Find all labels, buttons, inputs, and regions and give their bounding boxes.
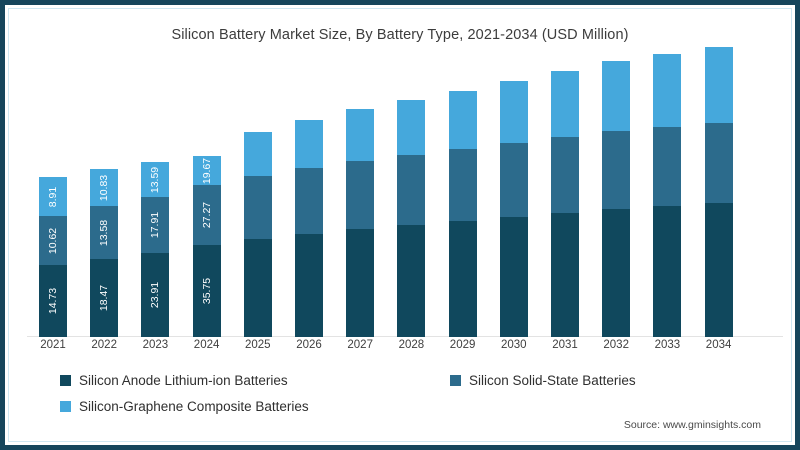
x-axis-tick-2024: 2024 bbox=[193, 339, 220, 351]
chart-legend: Silicon Anode Lithium-ion Batteries Silic… bbox=[60, 373, 760, 425]
bar-segment[interactable] bbox=[243, 132, 272, 176]
bar-segment[interactable]: 13.59 bbox=[141, 162, 170, 197]
plot-area: 8.91 10.62 14.73 10.83 13.58 18.47 13.59 17.91 2… bbox=[27, 47, 783, 337]
bar-segment[interactable] bbox=[653, 127, 682, 206]
bar-group[interactable]: 19.67 27.27 35.75 bbox=[192, 156, 221, 337]
x-axis-tick-2034: 2034 bbox=[705, 339, 732, 351]
bar-segment[interactable] bbox=[653, 206, 682, 337]
x-axis-tick-2033: 2033 bbox=[654, 339, 681, 351]
x-axis-tick-2027: 2027 bbox=[347, 339, 373, 351]
x-axis-tick-2021: 2021 bbox=[40, 339, 66, 351]
bar-segment[interactable] bbox=[243, 239, 272, 337]
bar-segment[interactable]: 14.73 bbox=[39, 265, 67, 337]
bar-segment[interactable] bbox=[397, 225, 426, 337]
bar-value-label: 18.47 bbox=[97, 284, 110, 312]
bar-value-label: 23.91 bbox=[149, 281, 162, 309]
legend-item-2[interactable]: Silicon-Graphene Composite Batteries bbox=[60, 399, 309, 414]
bar-segment[interactable] bbox=[295, 168, 323, 234]
bar-value-label: 14.73 bbox=[46, 287, 59, 315]
bar-segment[interactable] bbox=[602, 209, 631, 337]
bar-group[interactable] bbox=[448, 91, 477, 337]
bar-segment[interactable]: 23.91 bbox=[141, 253, 170, 337]
bar-value-label: 10.83 bbox=[97, 174, 110, 201]
legend-row-top: Silicon Anode Lithium-ion Batteries Silic… bbox=[60, 373, 760, 399]
bar-segment[interactable] bbox=[397, 155, 426, 225]
bar-segment[interactable]: 35.75 bbox=[192, 245, 221, 337]
bar-group[interactable] bbox=[397, 100, 426, 337]
bar-value-label: 19.67 bbox=[200, 157, 213, 184]
legend-swatch-icon bbox=[60, 375, 71, 386]
bar-group[interactable] bbox=[551, 71, 579, 337]
bar-segment[interactable]: 13.58 bbox=[90, 206, 119, 259]
legend-row-bottom: Silicon-Graphene Composite Batteries bbox=[60, 399, 760, 425]
bar-group[interactable]: 13.59 17.91 23.91 bbox=[141, 162, 170, 337]
bar-group[interactable] bbox=[243, 132, 272, 337]
legend-label: Silicon Solid-State Batteries bbox=[469, 373, 636, 388]
x-axis-tick-2025: 2025 bbox=[245, 339, 271, 351]
bar-value-label: 17.91 bbox=[149, 211, 162, 239]
x-axis-tick-2029: 2029 bbox=[449, 339, 476, 351]
bar-segment[interactable] bbox=[243, 176, 272, 239]
bar-segment[interactable]: 8.91 bbox=[39, 177, 67, 216]
legend-label: Silicon Anode Lithium-ion Batteries bbox=[79, 373, 288, 388]
x-axis-tick-2028: 2028 bbox=[398, 339, 425, 351]
bar-value-label: 8.91 bbox=[46, 186, 59, 207]
bar-value-label: 10.62 bbox=[46, 227, 59, 254]
bar-group[interactable]: 10.83 13.58 18.47 bbox=[90, 169, 119, 337]
bar-segment[interactable] bbox=[295, 234, 323, 337]
bar-segment[interactable] bbox=[551, 213, 579, 337]
bar-segment[interactable] bbox=[448, 221, 477, 337]
bar-segment[interactable]: 18.47 bbox=[90, 259, 119, 337]
bar-segment[interactable] bbox=[346, 229, 375, 337]
bar-segment[interactable]: 10.83 bbox=[90, 169, 119, 206]
bar-segment[interactable] bbox=[448, 149, 477, 221]
x-axis-tick-2030: 2030 bbox=[501, 339, 527, 351]
x-axis-tick-2032: 2032 bbox=[603, 339, 629, 351]
bar-group[interactable]: 8.91 10.62 14.73 bbox=[39, 177, 67, 337]
bar-value-label: 35.75 bbox=[200, 277, 213, 305]
legend-item-1[interactable]: Silicon Solid-State Batteries bbox=[450, 373, 636, 388]
bar-group[interactable] bbox=[295, 120, 323, 337]
bar-segment[interactable]: 19.67 bbox=[192, 156, 221, 185]
bar-value-label: 27.27 bbox=[200, 201, 213, 229]
legend-swatch-icon bbox=[60, 401, 71, 412]
x-axis-tick-2031: 2031 bbox=[552, 339, 578, 351]
legend-item-0[interactable]: Silicon Anode Lithium-ion Batteries bbox=[60, 373, 288, 388]
page-title: Silicon Battery Market Size, By Battery … bbox=[171, 27, 629, 43]
bar-group[interactable] bbox=[602, 61, 631, 337]
bar-segment[interactable] bbox=[704, 203, 733, 337]
bar-segment[interactable] bbox=[499, 143, 528, 217]
bar-segment[interactable] bbox=[551, 71, 579, 137]
bar-segment[interactable] bbox=[602, 131, 631, 209]
bar-segment[interactable] bbox=[551, 137, 579, 213]
legend-swatch-icon bbox=[450, 375, 461, 386]
bar-segment[interactable] bbox=[602, 61, 631, 131]
bar-segment[interactable] bbox=[653, 54, 682, 127]
bar-segment[interactable] bbox=[397, 100, 426, 155]
bar-group[interactable] bbox=[346, 109, 375, 337]
bar-segment[interactable] bbox=[499, 217, 528, 337]
bar-group[interactable] bbox=[704, 47, 733, 337]
bar-segment[interactable] bbox=[704, 123, 733, 203]
bar-segment[interactable]: 17.91 bbox=[141, 197, 170, 253]
bar-group[interactable] bbox=[499, 81, 528, 337]
bar-segment[interactable] bbox=[346, 109, 375, 161]
bar-segment[interactable]: 10.62 bbox=[39, 216, 67, 265]
bar-value-label: 13.59 bbox=[149, 166, 162, 193]
bar-segment[interactable] bbox=[448, 91, 477, 149]
source-attribution: Source: www.gminsights.com bbox=[623, 419, 761, 431]
x-axis-tick-2022: 2022 bbox=[91, 339, 117, 351]
bar-segment[interactable] bbox=[499, 81, 528, 143]
bar-segment[interactable] bbox=[346, 161, 375, 229]
bar-group[interactable] bbox=[653, 54, 682, 337]
x-axis-tick-labels: 2021 2022 2023 2024 2025 2026 2027 2028 2029 2030… bbox=[27, 339, 783, 359]
bar-segment[interactable] bbox=[295, 120, 323, 168]
x-axis-tick-2026: 2026 bbox=[296, 339, 322, 351]
x-axis-tick-2023: 2023 bbox=[142, 339, 169, 351]
bar-segment[interactable]: 27.27 bbox=[192, 185, 221, 245]
bar-value-label: 13.58 bbox=[97, 219, 110, 246]
legend-label: Silicon-Graphene Composite Batteries bbox=[79, 399, 309, 414]
bar-segment[interactable] bbox=[704, 47, 733, 123]
